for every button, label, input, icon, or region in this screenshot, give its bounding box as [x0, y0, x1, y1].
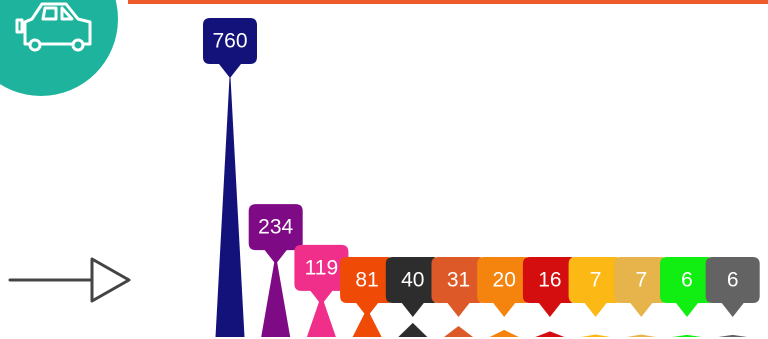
data-label-tag — [340, 257, 395, 317]
bar-group: 81 — [340, 257, 395, 337]
data-label-tag — [248, 204, 303, 265]
bar — [306, 294, 336, 337]
data-label: 760 — [212, 30, 247, 53]
data-label: 7 — [635, 269, 647, 292]
bar-group: 6 — [660, 257, 714, 337]
data-label-tag — [431, 257, 486, 317]
top-accent-line — [128, 0, 768, 4]
bar — [489, 329, 519, 337]
bar — [261, 254, 291, 337]
data-label-tag — [568, 257, 623, 317]
data-label-tag — [294, 244, 349, 305]
arrow-right-icon — [8, 257, 131, 303]
data-label: 40 — [401, 269, 424, 292]
data-label-tag — [614, 257, 669, 317]
data-label: 6 — [727, 269, 739, 292]
bar-group: 119 — [294, 244, 349, 337]
bar — [672, 334, 702, 337]
bar — [581, 334, 611, 337]
data-label: 16 — [538, 269, 561, 292]
data-label: 81 — [355, 269, 378, 292]
bar — [718, 334, 748, 337]
bar-group: 31 — [431, 257, 486, 337]
data-label-tag — [705, 257, 760, 317]
bar — [626, 334, 656, 337]
bar — [535, 331, 565, 337]
bar-group: 7 — [568, 257, 623, 337]
bar-group: 16 — [522, 257, 577, 337]
bar-group: 760 — [203, 18, 257, 337]
data-label: 234 — [258, 216, 293, 239]
data-label: 119 — [305, 256, 338, 279]
data-label-tag — [385, 257, 440, 317]
bar — [215, 68, 245, 337]
bar-group: 6 — [705, 257, 760, 337]
data-label-tag — [203, 18, 257, 78]
data-label-tag — [477, 257, 532, 317]
data-label: 7 — [590, 269, 602, 292]
bar — [352, 308, 382, 337]
bar-group: 40 — [385, 257, 440, 337]
bar — [444, 326, 473, 337]
bar — [398, 322, 428, 337]
data-label: 6 — [681, 269, 693, 292]
car-badge — [0, 0, 118, 96]
data-label: 31 — [447, 269, 470, 292]
bar-group: 7 — [614, 257, 669, 337]
bar-group: 20 — [477, 257, 532, 337]
car-icon — [15, 2, 92, 52]
data-label-tag — [660, 257, 714, 317]
data-label: 20 — [493, 269, 516, 292]
data-label-tag — [522, 257, 577, 317]
bar-group: 234 — [248, 204, 303, 337]
